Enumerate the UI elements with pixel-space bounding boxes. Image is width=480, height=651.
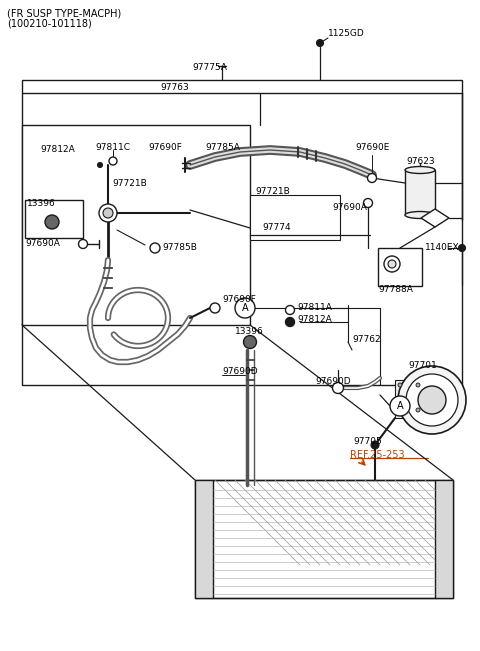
Text: 97721B: 97721B: [112, 178, 147, 187]
Circle shape: [416, 408, 420, 412]
Circle shape: [416, 383, 420, 387]
Circle shape: [235, 298, 255, 318]
Text: 1125GD: 1125GD: [328, 29, 365, 38]
Ellipse shape: [405, 167, 435, 174]
Bar: [195, 480, 453, 598]
Text: 97690D: 97690D: [315, 378, 350, 387]
Text: 97623: 97623: [406, 158, 434, 167]
Circle shape: [371, 441, 379, 449]
Text: 13396: 13396: [235, 327, 264, 337]
Circle shape: [390, 396, 410, 416]
Circle shape: [398, 383, 402, 387]
Text: 97690A: 97690A: [25, 238, 60, 247]
Text: 97690D: 97690D: [222, 368, 258, 376]
Bar: [22, 125, 250, 325]
Circle shape: [418, 386, 446, 414]
Bar: [195, 480, 213, 598]
Circle shape: [99, 204, 117, 222]
Text: 1140EX: 1140EX: [425, 243, 460, 253]
Bar: [395, 380, 425, 418]
Text: 97812A: 97812A: [40, 146, 75, 154]
Circle shape: [316, 40, 324, 46]
Circle shape: [363, 199, 372, 208]
Circle shape: [406, 374, 458, 426]
Bar: [378, 248, 422, 286]
Text: 97721B: 97721B: [255, 187, 290, 197]
Text: 97785A: 97785A: [205, 143, 240, 152]
Circle shape: [333, 383, 344, 393]
Circle shape: [243, 335, 256, 348]
Circle shape: [45, 215, 59, 229]
Text: (FR SUSP TYPE-MACPH): (FR SUSP TYPE-MACPH): [7, 8, 121, 18]
Text: 97690E: 97690E: [355, 143, 389, 152]
Text: 97812A: 97812A: [297, 316, 332, 324]
Circle shape: [109, 157, 117, 165]
Text: (100210-101118): (100210-101118): [7, 18, 92, 28]
Circle shape: [384, 256, 400, 272]
Text: 97774: 97774: [262, 223, 290, 232]
Bar: [22, 80, 462, 385]
Circle shape: [398, 408, 402, 412]
Text: 97811C: 97811C: [95, 143, 130, 152]
Bar: [25, 200, 83, 238]
Circle shape: [97, 163, 103, 167]
Circle shape: [210, 303, 220, 313]
Circle shape: [103, 208, 113, 218]
Text: 97763: 97763: [161, 83, 190, 92]
Ellipse shape: [405, 212, 435, 219]
Text: 97701: 97701: [408, 361, 437, 370]
Text: A: A: [242, 303, 248, 313]
Text: 97690A: 97690A: [332, 204, 367, 212]
Text: 97785B: 97785B: [162, 243, 197, 253]
Text: 13396: 13396: [27, 199, 56, 208]
Bar: [435, 480, 453, 598]
Circle shape: [286, 305, 295, 314]
Text: 97762: 97762: [352, 335, 381, 344]
Circle shape: [388, 260, 396, 268]
Text: 97690F: 97690F: [222, 296, 256, 305]
Text: A: A: [396, 401, 403, 411]
Text: 97690F: 97690F: [148, 143, 182, 152]
Polygon shape: [421, 209, 449, 227]
Bar: [250, 195, 340, 240]
Circle shape: [458, 245, 466, 251]
Circle shape: [368, 174, 376, 182]
Text: REF.25-253: REF.25-253: [350, 450, 405, 460]
Text: 97811A: 97811A: [297, 303, 332, 312]
Text: 97775A: 97775A: [192, 64, 227, 72]
Text: 97705: 97705: [353, 437, 382, 447]
Circle shape: [398, 366, 466, 434]
Circle shape: [79, 240, 87, 249]
Circle shape: [286, 318, 295, 327]
Text: 97788A: 97788A: [378, 286, 413, 294]
Bar: [405, 170, 435, 215]
Circle shape: [150, 243, 160, 253]
